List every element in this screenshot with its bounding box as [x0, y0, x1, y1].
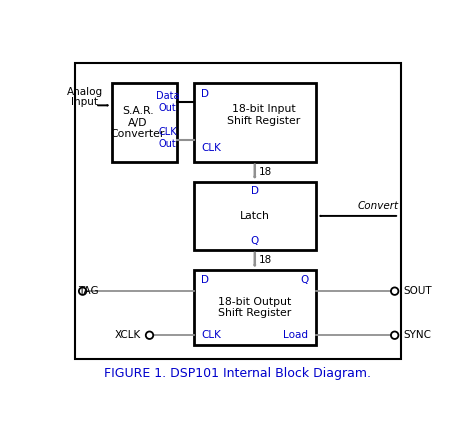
Text: 18-bit Input
Shift Register: 18-bit Input Shift Register: [226, 104, 299, 126]
Text: D: D: [250, 186, 258, 196]
FancyBboxPatch shape: [193, 83, 315, 161]
Text: CLK: CLK: [200, 330, 220, 340]
Text: Q: Q: [300, 275, 308, 285]
FancyBboxPatch shape: [193, 182, 315, 250]
Text: S.A.R.
A/D
Converter: S.A.R. A/D Converter: [111, 106, 165, 139]
Text: CLK: CLK: [200, 143, 220, 153]
Text: XCLK: XCLK: [114, 330, 141, 340]
Text: 18: 18: [258, 255, 271, 265]
Text: Input: Input: [71, 97, 98, 107]
Text: Data
Out: Data Out: [156, 91, 179, 113]
Text: 18: 18: [258, 167, 271, 177]
Text: SOUT: SOUT: [402, 286, 431, 296]
Text: Latch: Latch: [239, 211, 269, 221]
FancyBboxPatch shape: [75, 63, 400, 359]
Text: SYNC: SYNC: [402, 330, 430, 340]
Text: D: D: [200, 275, 209, 285]
Text: Q: Q: [250, 236, 258, 246]
Text: CLK
Out: CLK Out: [158, 127, 176, 149]
Text: FIGURE 1. DSP101 Internal Block Diagram.: FIGURE 1. DSP101 Internal Block Diagram.: [104, 367, 370, 380]
Text: 18-bit Output
Shift Register: 18-bit Output Shift Register: [218, 297, 291, 318]
Text: Load: Load: [283, 330, 308, 340]
Text: Analog: Analog: [67, 87, 103, 97]
FancyBboxPatch shape: [112, 83, 176, 161]
Text: Convert: Convert: [357, 201, 398, 211]
FancyBboxPatch shape: [193, 270, 315, 345]
Text: D: D: [200, 89, 209, 99]
Text: TAG: TAG: [78, 286, 99, 296]
